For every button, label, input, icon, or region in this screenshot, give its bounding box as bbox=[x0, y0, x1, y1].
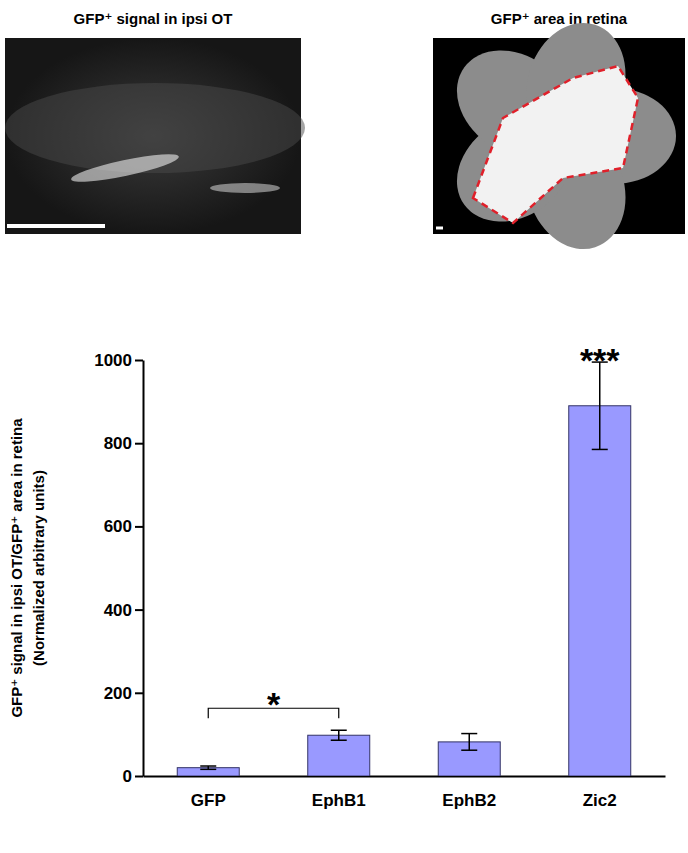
error-bar bbox=[331, 730, 347, 740]
y-tick: 800 bbox=[104, 434, 143, 453]
y-tick-label: 400 bbox=[104, 601, 132, 620]
bar bbox=[569, 406, 631, 776]
y-tick-label: 0 bbox=[123, 767, 132, 786]
bar bbox=[177, 768, 239, 776]
scale-bar bbox=[436, 227, 443, 230]
significance-label: * bbox=[267, 685, 281, 723]
panel-title: GFP⁺ area in retina bbox=[491, 10, 628, 27]
bar bbox=[308, 735, 370, 776]
y-tick: 600 bbox=[104, 517, 143, 536]
error-bar-cap bbox=[331, 739, 347, 741]
y-tick-label: 1000 bbox=[94, 351, 132, 370]
y-tick: 0 bbox=[123, 767, 143, 786]
error-bar-cap bbox=[461, 733, 477, 735]
significance-label: *** bbox=[580, 341, 620, 379]
plot-area bbox=[177, 362, 630, 776]
x-tick: GFP bbox=[191, 776, 226, 810]
x-tick-label: Zic2 bbox=[583, 791, 617, 810]
y-tick: 200 bbox=[104, 684, 143, 703]
error-bar-cap bbox=[200, 769, 216, 771]
image-signal bbox=[210, 183, 280, 193]
annotations: **** bbox=[208, 341, 620, 723]
y-tick-mark bbox=[135, 443, 143, 445]
y-tick-label: 800 bbox=[104, 434, 132, 453]
error-bar-cap bbox=[200, 765, 216, 767]
y-tick-mark bbox=[135, 692, 143, 694]
error-bar-cap bbox=[592, 449, 608, 451]
error-bar bbox=[200, 766, 216, 769]
x-tick: Zic2 bbox=[583, 776, 617, 810]
error-bar-cap bbox=[461, 749, 477, 751]
y-tick-label: 600 bbox=[104, 517, 132, 536]
y-axis-title: GFP⁺ signal in ipsi OT/GFP⁺ area in reti… bbox=[8, 418, 25, 718]
y-axis-line bbox=[143, 361, 145, 777]
y-axis-title-group: GFP⁺ signal in ipsi OT/GFP⁺ area in reti… bbox=[8, 418, 47, 718]
panel-image bbox=[5, 38, 305, 234]
x-tick: EphB1 bbox=[312, 776, 366, 810]
panel-image bbox=[433, 10, 685, 262]
x-axis: GFP EphB1 EphB2 Zic2 bbox=[144, 776, 666, 810]
x-tick: EphB2 bbox=[442, 776, 496, 810]
y-axis: 0 200 400 600 800 1000 bbox=[94, 351, 143, 786]
y-tick: 1000 bbox=[94, 351, 143, 370]
figure: GFP⁺ signal in ipsi OT GFP⁺ area in retin… bbox=[0, 0, 688, 853]
panel-title: GFP⁺ signal in ipsi OT bbox=[74, 10, 233, 27]
error-bar-stem bbox=[338, 730, 340, 740]
y-tick-mark bbox=[135, 609, 143, 611]
image-signal bbox=[70, 149, 181, 188]
y-axis-title: (Normalized arbitrary units) bbox=[30, 470, 47, 666]
x-tick-label: EphB2 bbox=[442, 791, 496, 810]
y-tick-label: 200 bbox=[104, 684, 132, 703]
x-tick-label: GFP bbox=[191, 791, 226, 810]
y-tick-mark bbox=[135, 776, 143, 778]
y-tick: 400 bbox=[104, 601, 143, 620]
error-bar-cap bbox=[331, 729, 347, 731]
error-bar bbox=[461, 734, 477, 751]
error-bar-stem bbox=[469, 734, 471, 751]
gfp-area bbox=[473, 66, 638, 223]
y-tick-mark bbox=[135, 526, 143, 528]
scale-bar bbox=[7, 224, 105, 228]
y-tick-mark bbox=[135, 360, 143, 362]
x-tick-label: EphB1 bbox=[312, 791, 366, 810]
